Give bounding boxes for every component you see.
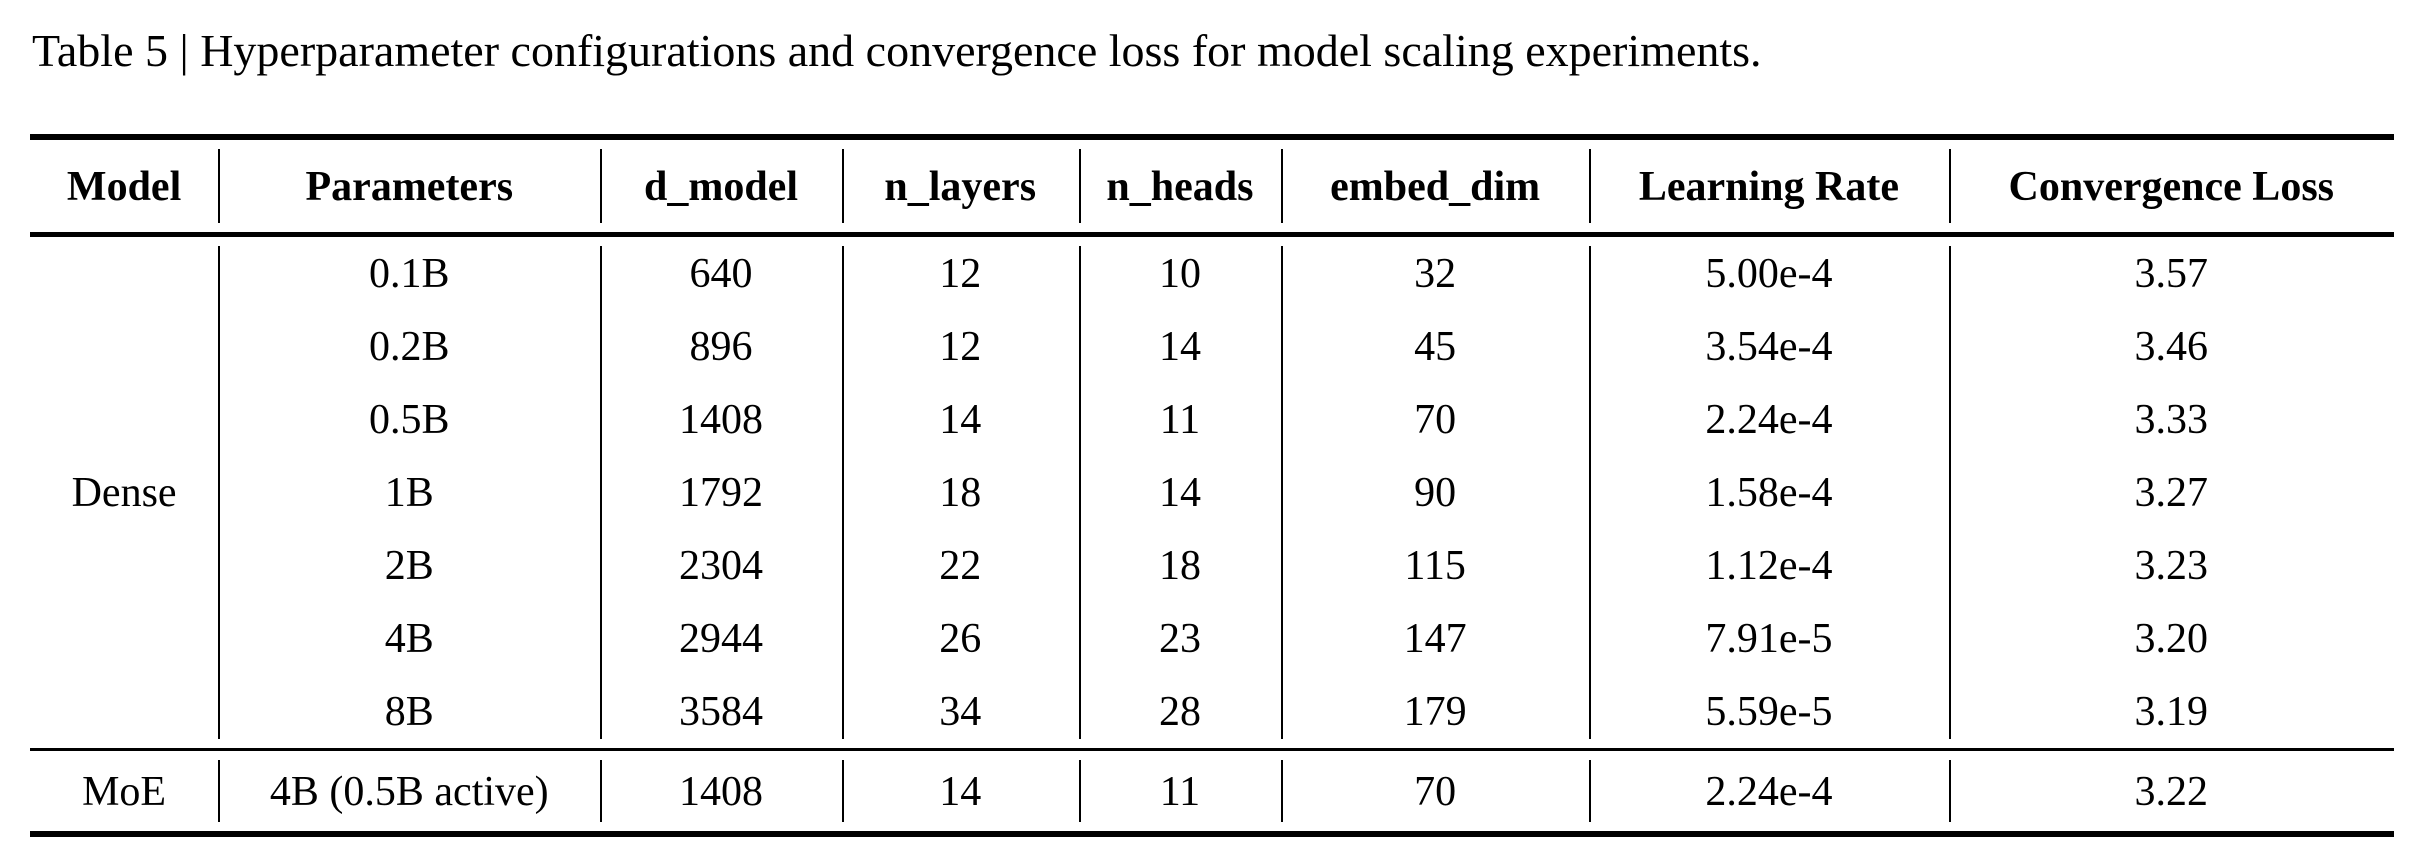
- column-header-n-layers: n_layers: [884, 163, 1037, 210]
- column-separator: [1078, 148, 1081, 223]
- table-cell-d-model: 1792: [678, 470, 763, 516]
- column-header-embed-dim: embed_dim: [1330, 163, 1541, 210]
- column-separator: [1281, 245, 1284, 739]
- table-cell-convergence-loss: 3.22: [2134, 768, 2209, 815]
- table-cell-n-layers: 14: [939, 768, 982, 815]
- column-separator: [1589, 245, 1592, 739]
- column-header-model: Model: [66, 163, 182, 210]
- table-cell-convergence-loss: 3.27: [2134, 470, 2209, 516]
- table-cell-embed-dim: 115: [1404, 543, 1466, 589]
- column-separator: [1589, 759, 1592, 822]
- table-cell-n-heads: 14: [1158, 324, 1201, 370]
- table-cell-learning-rate: 3.54e-4: [1705, 324, 1833, 370]
- table-cell-parameters: 0.5B: [369, 397, 450, 443]
- table-cell-convergence-loss: 3.23: [2134, 543, 2209, 589]
- column-separator: [841, 245, 844, 739]
- column-separator: [1589, 148, 1592, 223]
- table-cell-convergence-loss: 3.46: [2134, 324, 2209, 370]
- table-cell-learning-rate: 1.58e-4: [1705, 470, 1833, 516]
- column-separator: [1948, 245, 1951, 739]
- table-cell-learning-rate: 7.91e-5: [1705, 616, 1833, 662]
- column-separator: [841, 148, 844, 223]
- table-cell-parameters: 4B: [384, 616, 434, 662]
- column-header-d-model: d_model: [643, 163, 798, 210]
- header-separator-rule: [30, 231, 2394, 237]
- row-group-label-dense: Dense: [71, 470, 177, 516]
- table-cell-embed-dim: 179: [1403, 689, 1467, 735]
- column-separator: [218, 759, 221, 822]
- column-separator: [600, 148, 603, 223]
- hyperparameter-table: Model Parameters d_model n_layers n_head…: [30, 133, 2394, 837]
- column-header-n-heads: n_heads: [1106, 163, 1254, 210]
- table-cell-embed-dim: 90: [1414, 470, 1457, 516]
- table-cell-n-heads: 10: [1158, 251, 1201, 297]
- table-cell-parameters: 2B: [384, 543, 434, 589]
- table-cell-parameters: 0.2B: [369, 324, 450, 370]
- column-separator: [1078, 245, 1081, 739]
- column-header-learning-rate: Learning Rate: [1638, 163, 1899, 210]
- table-cell-d-model: 3584: [678, 689, 763, 735]
- column-header-convergence-loss: Convergence Loss: [2008, 163, 2335, 210]
- table-cell-convergence-loss: 3.57: [2134, 251, 2209, 297]
- table-cell-embed-dim: 147: [1403, 616, 1467, 662]
- table-cell-learning-rate: 1.12e-4: [1705, 543, 1833, 589]
- column-separator: [218, 148, 221, 223]
- table-cell-n-heads: 14: [1158, 470, 1201, 516]
- table-group-dense: Dense 0.1B 640 12 10 32 5.00e-4 3.57 0.2…: [30, 237, 2394, 748]
- table-cell-n-heads: 23: [1158, 616, 1201, 662]
- table-caption: Table 5 | Hyperparameter configurations …: [32, 25, 1762, 76]
- table-cell-n-layers: 26: [939, 616, 982, 662]
- table-cell-convergence-loss: 3.20: [2134, 616, 2209, 662]
- column-separator: [1281, 759, 1284, 822]
- table-cell-d-model: 1408: [678, 768, 763, 815]
- table-cell-learning-rate: 2.24e-4: [1705, 397, 1833, 443]
- column-separator: [600, 245, 603, 739]
- table-cell-learning-rate: 5.59e-5: [1705, 689, 1833, 735]
- table-cell-n-layers: 12: [939, 251, 982, 297]
- table-cell-parameters: 1B: [384, 470, 434, 516]
- table-cell-n-layers: 12: [939, 324, 982, 370]
- table-bottom-rule: [30, 830, 2394, 837]
- table-cell-n-layers: 22: [939, 543, 982, 589]
- table-cell-parameters: 4B (0.5B active): [269, 768, 549, 815]
- table-cell-n-heads: 11: [1159, 397, 1201, 443]
- group-separator-rule: [30, 747, 2394, 751]
- table-cell-n-layers: 18: [939, 470, 982, 516]
- table-cell-learning-rate: 2.24e-4: [1705, 768, 1833, 815]
- table-top-rule: [30, 133, 2394, 140]
- table-cell-convergence-loss: 3.33: [2134, 397, 2209, 443]
- column-separator: [1281, 148, 1284, 223]
- table-cell-parameters: 0.1B: [369, 251, 450, 297]
- table-cell-d-model: 896: [689, 324, 753, 370]
- table-group-moe: MoE 4B (0.5B active) 1408 14 11 70 2.24e…: [30, 751, 2394, 831]
- table-cell-n-heads: 18: [1158, 543, 1201, 589]
- table-header-row: Model Parameters d_model n_layers n_head…: [30, 140, 2394, 232]
- column-header-parameters: Parameters: [305, 163, 514, 210]
- table-cell-embed-dim: 70: [1414, 768, 1457, 815]
- column-separator: [1078, 759, 1081, 822]
- table-cell-parameters: 8B: [384, 689, 434, 735]
- table-cell-d-model: 640: [689, 251, 753, 297]
- column-separator: [600, 759, 603, 822]
- table-cell-d-model: 1408: [678, 397, 763, 443]
- table-cell-n-layers: 34: [939, 689, 982, 735]
- column-separator: [1948, 148, 1951, 223]
- table-cell-embed-dim: 70: [1414, 397, 1457, 443]
- column-separator: [218, 245, 221, 739]
- table-cell-convergence-loss: 3.19: [2134, 689, 2209, 735]
- table-cell-n-heads: 28: [1158, 689, 1201, 735]
- table-cell-d-model: 2944: [678, 616, 763, 662]
- row-group-label-moe: MoE: [82, 768, 167, 815]
- table-cell-embed-dim: 32: [1414, 251, 1457, 297]
- table-cell-learning-rate: 5.00e-4: [1705, 251, 1833, 297]
- table-cell-embed-dim: 45: [1414, 324, 1457, 370]
- table-cell-n-heads: 11: [1159, 768, 1201, 815]
- column-separator: [1948, 759, 1951, 822]
- table-cell-n-layers: 14: [939, 397, 982, 443]
- table-cell-d-model: 2304: [678, 543, 763, 589]
- column-separator: [841, 759, 844, 822]
